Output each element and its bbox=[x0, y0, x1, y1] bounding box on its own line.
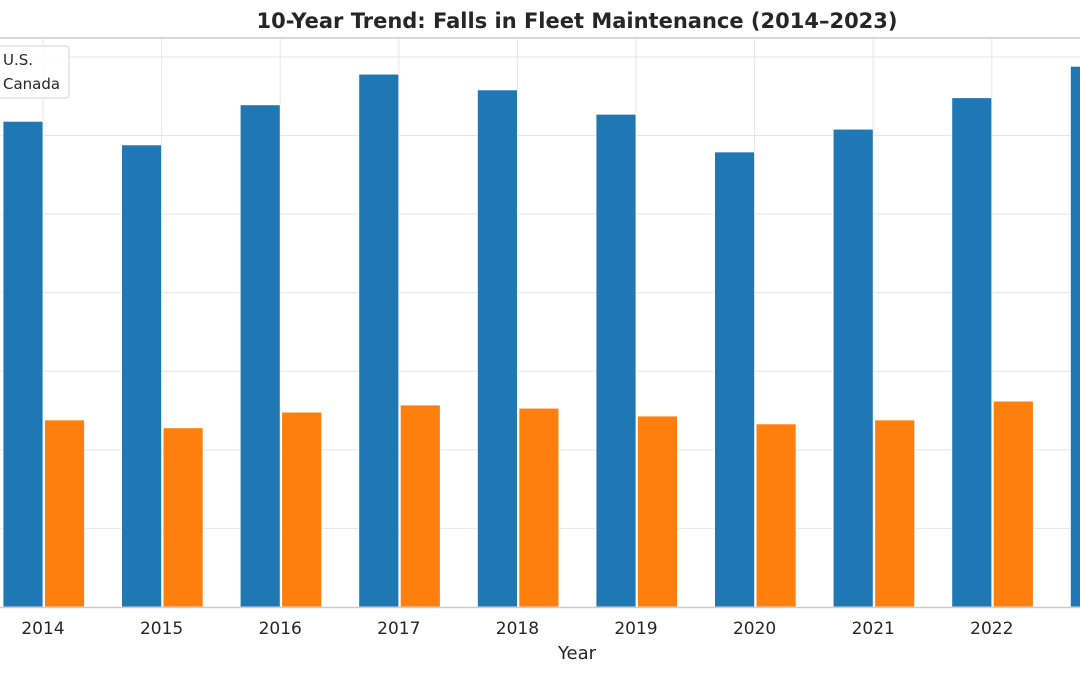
x-tick-label: 2018 bbox=[496, 619, 539, 639]
x-tick-label: 2019 bbox=[614, 619, 657, 639]
bar-us-2018 bbox=[476, 89, 518, 608]
bar-us-2022 bbox=[951, 97, 993, 608]
x-tick-label: 2017 bbox=[377, 619, 420, 639]
bar-canada-2017 bbox=[399, 404, 441, 608]
bar-canada-2014 bbox=[44, 419, 85, 608]
chart-title: 10-Year Trend: Falls in Fleet Maintenanc… bbox=[256, 9, 897, 33]
bar-canada-2019 bbox=[637, 415, 678, 608]
bar-canada-2015 bbox=[162, 427, 204, 608]
x-tick-label: 2022 bbox=[970, 619, 1013, 639]
bar-us-2016 bbox=[239, 104, 281, 608]
bar-canada-2016 bbox=[281, 411, 323, 608]
bar-us-2019 bbox=[595, 113, 637, 608]
bar-us-2021 bbox=[832, 128, 874, 608]
bar-canada-2021 bbox=[874, 419, 916, 608]
x-tick-label: 2021 bbox=[852, 619, 895, 639]
legend: U.S. Canada bbox=[0, 45, 70, 99]
bar-us-2017 bbox=[358, 73, 400, 608]
bar-canada-2018 bbox=[518, 407, 560, 608]
legend-entry-canada: Canada bbox=[3, 75, 60, 93]
bar-us-2014 bbox=[2, 120, 44, 608]
bar-canada-2022 bbox=[992, 400, 1034, 608]
bar-us-2020 bbox=[714, 151, 755, 608]
bar-us-2023 bbox=[1070, 65, 1080, 608]
bars bbox=[2, 65, 1080, 608]
x-axis-label: Year bbox=[557, 643, 597, 664]
x-tick-label: 2014 bbox=[21, 619, 64, 639]
bar-us-2015 bbox=[121, 144, 162, 608]
x-tick-label: 2020 bbox=[733, 619, 776, 639]
x-tick-label: 2015 bbox=[140, 619, 183, 639]
legend-entry-us: U.S. bbox=[3, 51, 33, 69]
bar-canada-2020 bbox=[755, 423, 797, 608]
x-tick-labels: 2014201520162017201820192020202120222023 bbox=[21, 619, 1013, 639]
legend-box bbox=[0, 45, 70, 99]
x-tick-label: 2016 bbox=[259, 619, 302, 639]
